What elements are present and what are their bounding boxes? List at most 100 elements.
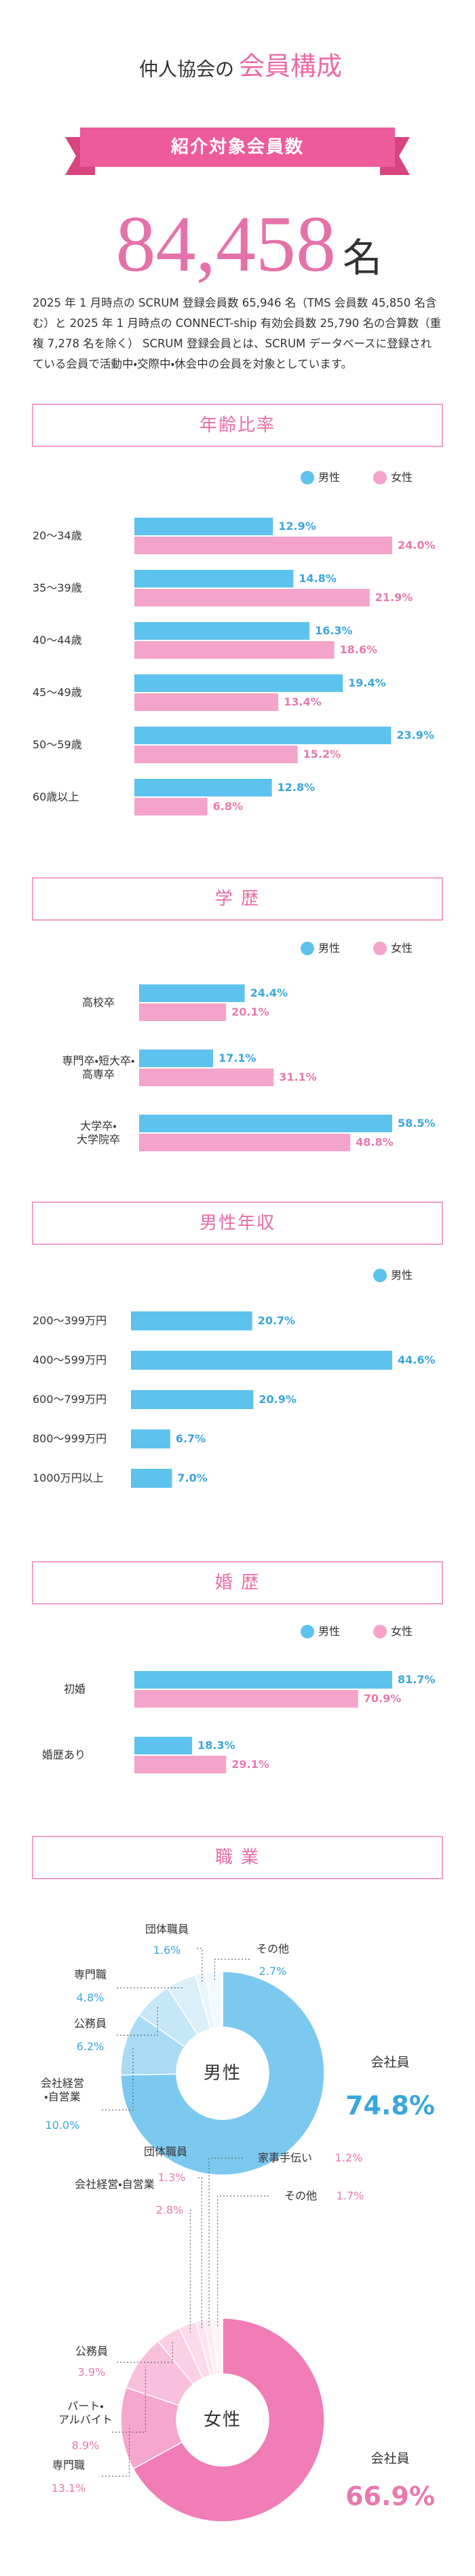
slice-name: その他 <box>256 1942 290 1955</box>
slice-value: 4.8% <box>76 1991 104 2004</box>
bar <box>131 1390 254 1409</box>
slice-value: 1.7% <box>336 2189 364 2202</box>
category-label: 1000万円以上 <box>33 1472 104 1484</box>
slice-name: 会社員 <box>370 2451 410 2467</box>
legend-swatch <box>373 1269 387 1282</box>
category-label: 200〜399万円 <box>33 1314 107 1327</box>
value-label: 24.0% <box>398 539 436 552</box>
section-title: 職 業 <box>214 1847 261 1868</box>
category-label: 高校卒 <box>81 996 115 1009</box>
slice-value: 1.3% <box>157 2171 186 2184</box>
value-label: 20.7% <box>257 1314 296 1327</box>
leader-line <box>214 1959 250 1980</box>
legend-label: 女性 <box>391 942 413 955</box>
total-count: 84,458 <box>115 199 337 288</box>
category-label: 60歳以上 <box>33 790 79 803</box>
leader-line <box>189 2210 191 2332</box>
leader-line <box>102 2045 134 2111</box>
category-label: 600〜799万円 <box>33 1393 107 1406</box>
slice-name: その他 <box>284 2189 318 2202</box>
slice-value: 3.9% <box>77 2366 106 2379</box>
section-frame <box>32 877 443 921</box>
bar <box>134 589 370 607</box>
slice-value: 10.0% <box>45 2119 80 2132</box>
slice-value: 66.9% <box>345 2481 435 2512</box>
value-label: 20.9% <box>259 1393 297 1406</box>
slice-name: 公務員 <box>75 2345 109 2358</box>
category-label: 20〜34歳 <box>33 529 82 542</box>
legend-swatch <box>301 1625 314 1638</box>
donut-center-label: 男性 <box>203 2062 242 2083</box>
legend-label: 女性 <box>391 471 413 484</box>
slice-name: 会社経営 ・自営業 <box>40 2077 85 2103</box>
total-unit: 名 <box>343 234 383 281</box>
value-label: 81.7% <box>398 1673 436 1686</box>
bar <box>131 1351 392 1370</box>
category-label: 45〜49歳 <box>33 686 82 699</box>
leader-line <box>208 2157 243 2328</box>
section-title: 男性年収 <box>199 1212 276 1233</box>
bar <box>139 1050 214 1067</box>
value-label: 17.1% <box>218 1052 256 1064</box>
slice-value: 1.2% <box>335 2151 363 2164</box>
slice-value: 13.1% <box>51 2482 86 2495</box>
value-label: 48.8% <box>356 1136 394 1149</box>
slice-name: パート・ アルバイト <box>58 2400 113 2426</box>
leader-line <box>102 2428 130 2477</box>
value-label: 7.0% <box>177 1472 208 1484</box>
value-label: 31.1% <box>279 1071 317 1083</box>
value-label: 12.8% <box>277 781 316 794</box>
legend-label: 男性 <box>318 942 341 955</box>
legend-swatch <box>301 942 314 955</box>
title-main: 会員構成 <box>239 51 343 81</box>
bar <box>134 727 392 744</box>
bar <box>134 1756 227 1773</box>
donut-center-label: 女性 <box>203 2409 242 2430</box>
value-label: 6.8% <box>212 800 244 813</box>
category-label: 800〜999万円 <box>33 1432 107 1445</box>
slice-name: 専門職 <box>52 2459 86 2472</box>
bar <box>134 622 310 640</box>
section-frame <box>32 404 443 447</box>
slice-name: 会社員 <box>370 2055 410 2071</box>
slice-value: 2.7% <box>259 1965 287 1978</box>
legend-label: 女性 <box>391 1625 413 1638</box>
slice-name: 専門職 <box>73 1968 107 1981</box>
bar <box>139 1003 227 1021</box>
value-label: 20.1% <box>231 1005 269 1018</box>
value-label: 14.8% <box>299 572 337 585</box>
bar <box>131 1311 252 1330</box>
bar <box>134 1671 392 1689</box>
value-label: 6.7% <box>175 1432 206 1445</box>
value-label: 16.3% <box>315 624 353 637</box>
slice-value: 1.6% <box>153 1944 181 1957</box>
value-label: 18.3% <box>197 1739 235 1752</box>
section-title: 婚 歴 <box>214 1572 261 1593</box>
value-label: 24.4% <box>250 986 288 999</box>
slice-name: 会社経営・自営業 <box>75 2178 155 2191</box>
bar <box>134 537 392 554</box>
legend-label: 男性 <box>318 1625 341 1638</box>
legend-swatch <box>373 942 387 955</box>
value-label: 15.2% <box>303 748 341 761</box>
slice-name: 団体職員 <box>143 2145 188 2158</box>
ribbon <box>80 128 395 167</box>
donut-slice <box>204 1971 223 2029</box>
bar <box>134 570 294 588</box>
legend-swatch <box>301 471 314 484</box>
value-label: 18.6% <box>339 643 378 656</box>
category-label: 50〜59歳 <box>33 738 82 751</box>
category-label: 婚歴あり <box>41 1748 86 1761</box>
value-label: 12.9% <box>278 520 316 533</box>
bar <box>139 984 245 1002</box>
bar <box>134 746 298 763</box>
slice-value: 6.2% <box>76 2040 104 2053</box>
value-label: 23.9% <box>396 729 434 742</box>
bar <box>134 798 208 815</box>
category-label: 専門卒・短大卒・ 高専卒 <box>62 1054 135 1081</box>
bar <box>134 1690 358 1708</box>
donut-slice <box>120 1971 325 2176</box>
bar <box>134 641 335 659</box>
value-label: 21.9% <box>375 591 413 604</box>
